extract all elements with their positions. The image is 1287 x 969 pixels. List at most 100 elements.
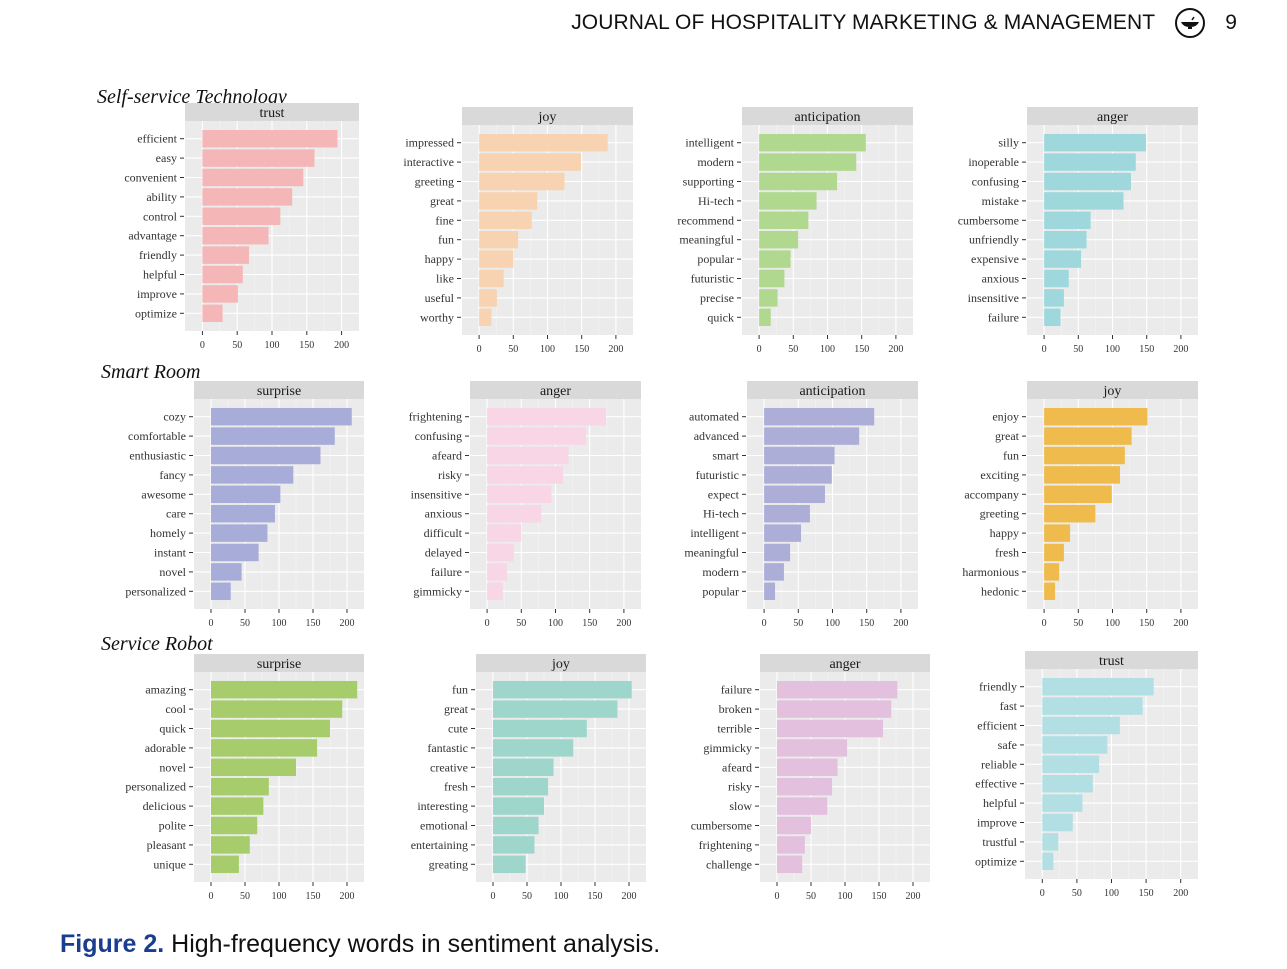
y-tick-label: supporting — [683, 175, 734, 189]
bar-accompany — [1044, 485, 1112, 504]
x-tick-label: 50 — [793, 618, 803, 629]
facet-strip — [747, 381, 918, 399]
y-tick-label: afeard — [722, 760, 752, 774]
facet-title: surprise — [257, 657, 301, 672]
x-tick-label: 150 — [872, 891, 887, 902]
y-tick-label: awesome — [141, 487, 186, 501]
y-tick-label: risky — [438, 468, 462, 482]
x-tick-label: 0 — [775, 891, 780, 902]
y-tick-label: cute — [448, 722, 468, 736]
bar-enthusiastic — [211, 446, 321, 465]
x-tick-label: 200 — [334, 340, 349, 351]
bar-personalized — [211, 582, 231, 601]
bar-confusing — [1044, 172, 1131, 191]
bar-easy — [202, 149, 315, 167]
bar-comfortable — [211, 427, 335, 445]
bar-amazing — [211, 680, 358, 699]
y-tick-label: ability — [146, 190, 177, 204]
bar-smart — [764, 446, 835, 465]
y-tick-label: enjoy — [992, 410, 1019, 424]
bar-slow — [777, 797, 828, 815]
bar-greeting — [479, 172, 565, 191]
x-tick-label: 0 — [485, 618, 490, 629]
bar-emotional — [493, 816, 539, 835]
y-tick-label: happy — [425, 252, 454, 266]
chart-panel-8: surprise amazing cool quick adorable novel per… — [94, 654, 364, 912]
bar-helpful — [202, 265, 243, 284]
bar-polite — [211, 816, 258, 835]
x-tick-label: 0 — [1042, 618, 1047, 629]
bar-reliable — [1042, 755, 1100, 774]
y-tick-label: failure — [431, 565, 462, 579]
bar-cute — [493, 719, 587, 738]
y-tick-label: unfriendly — [969, 233, 1019, 247]
facet-title: surprise — [257, 384, 301, 399]
chart-panel-3: anger silly inoperable confusing mistake cumb… — [927, 107, 1198, 365]
bar-hedonic — [1044, 582, 1056, 601]
y-tick-label: fantastic — [427, 741, 468, 755]
y-tick-label: novel — [159, 760, 186, 774]
y-tick-label: intelligent — [690, 526, 739, 540]
y-tick-label: useful — [425, 291, 455, 305]
facet-strip — [1025, 651, 1198, 669]
y-tick-label: friendly — [979, 680, 1017, 694]
y-tick-label: personalized — [125, 780, 186, 794]
y-tick-label: polite — [159, 819, 186, 833]
bar-anxious — [1044, 269, 1069, 288]
bar-risky — [487, 466, 564, 484]
bar-awesome — [211, 485, 281, 504]
y-tick-label: insensitive — [968, 291, 1019, 305]
bar-great — [1044, 427, 1132, 445]
chart-panel-11: trust friendly fast efficient safe reliable ef… — [925, 651, 1198, 909]
x-tick-label: 200 — [340, 891, 355, 902]
bar-safe — [1042, 736, 1108, 754]
bar-fancy — [211, 466, 294, 484]
x-tick-label: 0 — [757, 344, 762, 355]
y-tick-label: futuristic — [691, 272, 734, 286]
bar-unique — [211, 855, 239, 874]
chart-panel-6: anticipation automated advanced smart futuri… — [647, 381, 918, 639]
bar-Hi-tech — [759, 192, 817, 210]
bar-risky — [777, 777, 833, 796]
section-title-smart-room: Smart Room — [101, 361, 201, 383]
y-tick-label: emotional — [420, 819, 469, 833]
figure-caption: Figure 2. High-frequency words in sentim… — [60, 930, 660, 959]
y-tick-label: insensitive — [411, 487, 462, 501]
y-tick-label: control — [143, 209, 178, 223]
bar-great — [479, 192, 538, 210]
bar-optimize — [1042, 852, 1054, 871]
chart-panel-0: trust efficient easy convenient ability contr… — [85, 103, 359, 361]
y-tick-label: pleasant — [147, 838, 187, 852]
bar-harmonious — [1044, 563, 1060, 581]
bar-confusing — [487, 427, 587, 445]
facet-title: trust — [260, 106, 285, 121]
bar-efficient — [202, 129, 338, 148]
section-title-service-robot: Service Robot — [101, 633, 213, 655]
y-tick-label: slow — [729, 799, 752, 813]
x-tick-label: 200 — [893, 618, 908, 629]
y-tick-label: frightening — [699, 838, 752, 852]
y-tick-label: afeard — [432, 449, 462, 463]
y-tick-label: cumbersome — [958, 213, 1019, 227]
y-tick-label: inoperable — [968, 155, 1019, 169]
y-tick-label: Hi-tech — [703, 507, 739, 521]
facet-strip — [760, 654, 930, 672]
page-header: JOURNAL OF HOSPITALITY MARKETING & MANAG… — [571, 8, 1237, 38]
x-tick-label: 0 — [762, 618, 767, 629]
bar-cumbersome — [1044, 211, 1091, 230]
x-tick-label: 0 — [209, 618, 214, 629]
y-tick-label: helpful — [143, 268, 178, 282]
x-tick-label: 200 — [1173, 888, 1188, 899]
facet-title: anticipation — [799, 384, 865, 399]
y-tick-label: friendly — [139, 248, 177, 262]
y-tick-label: modern — [702, 565, 739, 579]
bar-fun — [493, 680, 632, 699]
y-tick-label: homely — [150, 526, 186, 540]
bar-mistake — [1044, 192, 1124, 210]
facet-strip — [476, 654, 646, 672]
facet-strip — [470, 381, 641, 399]
y-tick-label: silly — [998, 136, 1019, 150]
bar-friendly — [1042, 677, 1154, 696]
bar-adorable — [211, 739, 318, 757]
y-tick-label: great — [444, 702, 469, 716]
